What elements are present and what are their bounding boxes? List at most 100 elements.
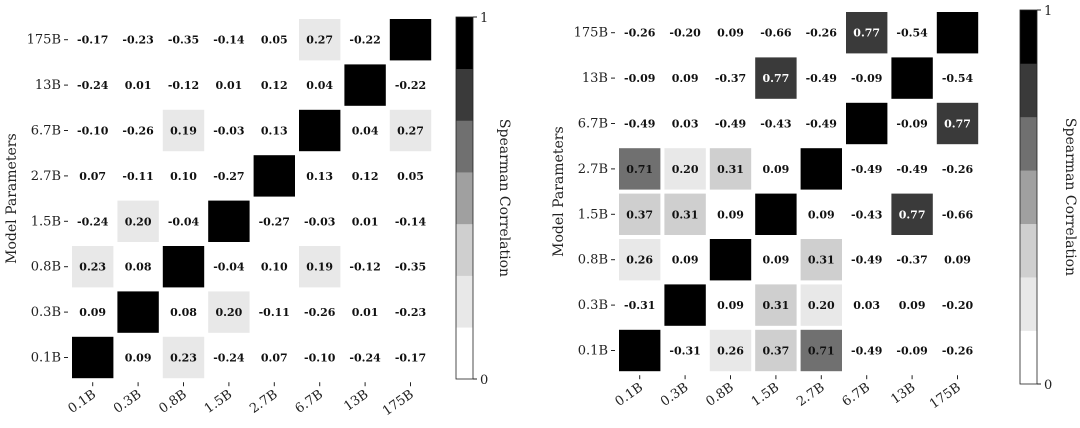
cell-value-label: -0.26 bbox=[806, 27, 838, 40]
heatmap-cell bbox=[253, 155, 295, 197]
cell-value-label: -0.31 bbox=[669, 345, 700, 358]
heatmap-cell bbox=[299, 19, 341, 61]
cell-value-label: -0.26 bbox=[942, 345, 974, 358]
x-tick-label: 6.7B bbox=[840, 380, 873, 410]
heatmap-cell bbox=[936, 239, 979, 281]
y-tick-label: 2.7B bbox=[578, 162, 608, 177]
cell-value-label: 0.09 bbox=[672, 254, 699, 267]
heatmap-cell bbox=[344, 336, 386, 379]
cell-value-label: 0.09 bbox=[79, 306, 106, 319]
x-tick-label: 175B bbox=[927, 380, 964, 412]
heatmap-cell bbox=[846, 148, 888, 190]
heatmap-cell bbox=[299, 64, 341, 106]
x-tick-label: 0.8B bbox=[156, 387, 189, 417]
heatmap-cell bbox=[208, 246, 250, 288]
heatmap-cell bbox=[117, 200, 159, 242]
y-tick-label: 6.7B bbox=[578, 117, 608, 132]
cell-value-label: 0.77 bbox=[763, 72, 790, 85]
cell-value-label: 0.04 bbox=[352, 125, 379, 138]
heatmap-cell bbox=[664, 193, 706, 235]
cell-value-label: -0.26 bbox=[304, 306, 336, 319]
cell-value-label: -0.24 bbox=[77, 79, 109, 92]
cell-value-label: 0.20 bbox=[808, 299, 835, 312]
cell-value-label: 0.23 bbox=[79, 261, 106, 274]
y-tick-label: 1.5B bbox=[578, 207, 608, 222]
cell-value-label: -0.43 bbox=[851, 208, 882, 221]
cell-value-label: 0.07 bbox=[261, 352, 288, 365]
heatmap-cell bbox=[891, 284, 933, 326]
cell-value-label: -0.22 bbox=[349, 34, 380, 47]
cell-value-label: 0.27 bbox=[397, 125, 424, 138]
cell-value-label: 0.05 bbox=[261, 34, 288, 47]
colorbar-segment bbox=[456, 68, 473, 121]
heatmap-cell bbox=[936, 284, 979, 326]
cell-value-label: 0.31 bbox=[672, 208, 699, 221]
heatmap-cell bbox=[72, 291, 114, 333]
heatmap-cell bbox=[162, 155, 205, 197]
cell-value-label: -0.49 bbox=[715, 118, 746, 131]
heatmap-cell bbox=[709, 57, 752, 99]
heatmap-cell bbox=[117, 246, 159, 288]
heatmap-cell bbox=[162, 64, 205, 106]
heatmap-cell bbox=[846, 12, 888, 54]
cell-value-label: -0.03 bbox=[304, 215, 335, 228]
y-tick-label: 13B bbox=[582, 71, 608, 86]
heatmap-cell bbox=[800, 239, 842, 281]
heatmap-cell bbox=[72, 19, 114, 61]
y-axis-label: Model Parameters bbox=[551, 126, 567, 256]
heatmap-cell bbox=[253, 291, 295, 333]
cell-value-label: 0.37 bbox=[626, 208, 653, 221]
cell-value-label: -0.26 bbox=[624, 27, 656, 40]
heatmap-cell bbox=[389, 291, 432, 333]
cell-value-label: 0.08 bbox=[170, 306, 197, 319]
heatmap-cell bbox=[389, 109, 432, 152]
cell-value-label: 0.01 bbox=[125, 79, 152, 92]
cell-value-label: 0.31 bbox=[717, 163, 744, 176]
colorbar-segment bbox=[456, 223, 473, 276]
heatmap-cell bbox=[117, 19, 159, 61]
cell-value-label: -0.22 bbox=[395, 79, 426, 92]
cell-value-label: 0.09 bbox=[672, 72, 699, 85]
heatmap-cell bbox=[664, 102, 706, 145]
heatmap-cell bbox=[846, 329, 888, 372]
cell-value-label: 0.31 bbox=[763, 299, 790, 312]
heatmap-cell bbox=[891, 329, 933, 372]
heatmap-cell bbox=[755, 102, 797, 145]
heatmap-cell bbox=[162, 109, 205, 152]
heatmap-cell bbox=[619, 102, 661, 145]
colorbar-tick-label: 0 bbox=[480, 373, 488, 388]
cell-value-label: 0.01 bbox=[216, 79, 243, 92]
colorbar-tick-label: 0 bbox=[1044, 378, 1052, 393]
cell-value-label: -0.26 bbox=[122, 125, 154, 138]
cell-value-label: -0.37 bbox=[896, 254, 927, 267]
cell-value-label: -0.24 bbox=[349, 352, 381, 365]
cell-value-label: -0.10 bbox=[77, 125, 109, 138]
heatmap-cell bbox=[389, 155, 432, 197]
x-tick-label: 2.7B bbox=[247, 387, 280, 417]
colorbar-segment bbox=[1020, 223, 1037, 278]
cell-value-label: 0.26 bbox=[626, 254, 653, 267]
y-tick-label: 0.8B bbox=[578, 253, 608, 268]
heatmap-cell bbox=[162, 291, 205, 333]
y-tick-label: 0.3B bbox=[578, 298, 608, 313]
cell-value-label: 0.20 bbox=[672, 163, 699, 176]
colorbar-label: Spearman Correlation bbox=[1062, 118, 1078, 276]
heatmap-cell bbox=[709, 12, 752, 54]
cell-value-label: 0.01 bbox=[352, 215, 379, 228]
x-tick-label: 175B bbox=[380, 387, 417, 419]
colorbar-segment bbox=[1020, 277, 1037, 331]
cell-value-label: 0.20 bbox=[216, 306, 243, 319]
cell-value-label: -0.12 bbox=[349, 261, 380, 274]
cell-value-label: -0.49 bbox=[851, 345, 882, 358]
heatmap-cell bbox=[389, 336, 432, 379]
heatmap-cell bbox=[800, 12, 842, 54]
heatmap-cell bbox=[800, 329, 842, 372]
heatmap-cell bbox=[800, 102, 842, 145]
heatmap-cell bbox=[846, 193, 888, 235]
heatmap-cell bbox=[709, 239, 752, 281]
heatmap-cell bbox=[344, 291, 386, 333]
heatmap-cell bbox=[117, 64, 159, 106]
heatmap-cell bbox=[664, 239, 706, 281]
heatmap-cell bbox=[800, 57, 842, 99]
cell-value-label: 0.09 bbox=[717, 299, 744, 312]
